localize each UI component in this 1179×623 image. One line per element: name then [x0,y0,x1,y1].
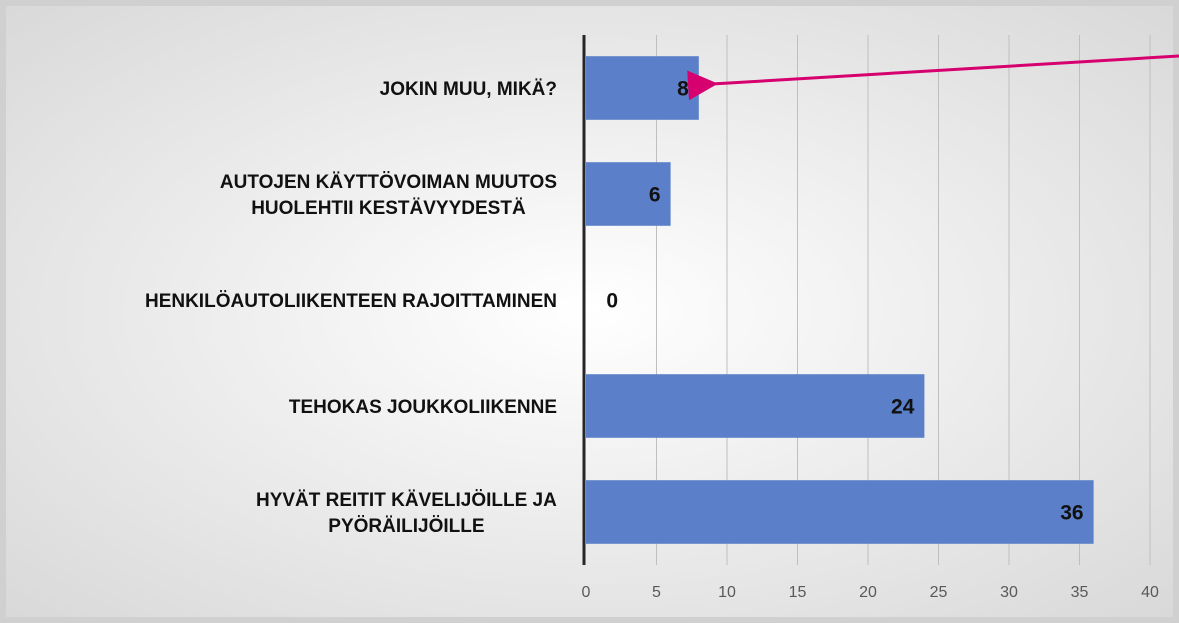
x-tick-label: 35 [1071,584,1089,601]
category-label: AUTOJEN KÄYTTÖVOIMAN MUUTOS HUOLEHTII KES… [220,172,557,219]
category-label: HYVÄT REITIT KÄVELIJÖILLE JA PYÖRÄILIJÖIL… [256,490,557,537]
bar [586,480,1094,544]
x-tick-label: 0 [582,584,591,601]
value-label: 6 [649,184,661,207]
arrow [687,54,1179,101]
x-tick-label: 15 [789,584,807,601]
value-label: 0 [606,290,618,313]
x-tick-label: 25 [930,584,948,601]
value-label: 36 [1060,502,1083,525]
plot-area: 0 5 10 15 20 25 30 35 40 8 JOKIN MUU, MIKÄ? 6 AUTOJE… [145,35,1159,601]
value-label: 8 [677,78,689,101]
x-tick-label: 40 [1141,584,1159,601]
bar [586,162,671,226]
category-label: HENKILÖAUTOLIIKENTEEN RAJOITTAMINEN [145,291,557,312]
bar [586,56,699,120]
category-label: TEHOKAS JOUKKOLIIKENNE [289,397,557,418]
category-label: JOKIN MUU, MIKÄ? [380,79,557,100]
x-tick-label: 20 [859,584,877,601]
x-tick-label: 5 [652,584,661,601]
x-tick-label: 30 [1000,584,1018,601]
x-tick-label: 10 [718,584,736,601]
value-label: 24 [891,396,915,419]
bar [586,374,925,438]
